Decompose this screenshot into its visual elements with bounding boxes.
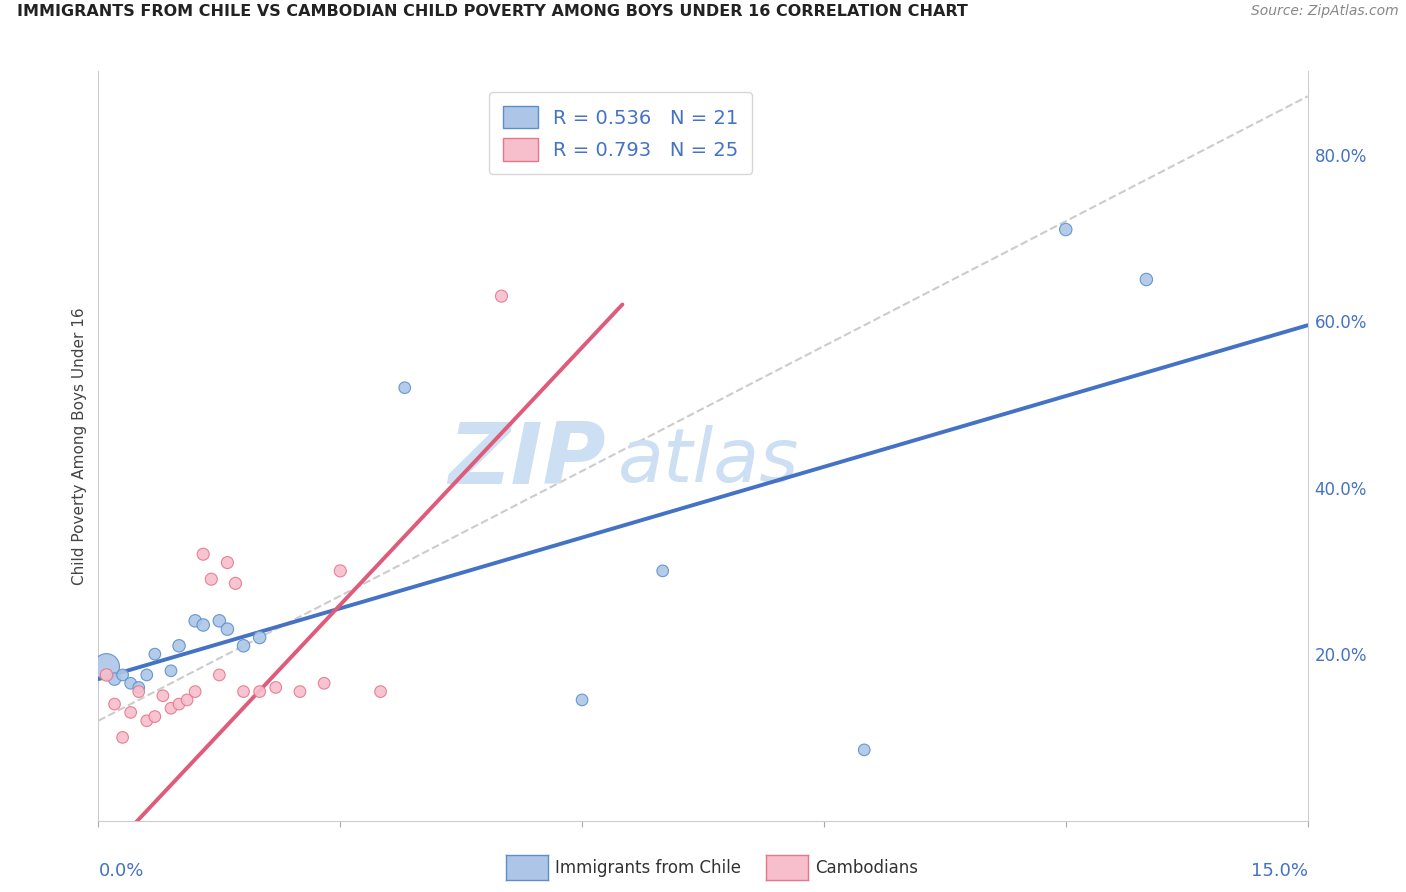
Text: IMMIGRANTS FROM CHILE VS CAMBODIAN CHILD POVERTY AMONG BOYS UNDER 16 CORRELATION: IMMIGRANTS FROM CHILE VS CAMBODIAN CHILD… <box>17 4 967 20</box>
Point <box>193 547 215 561</box>
Point <box>217 556 239 570</box>
Point <box>111 668 134 682</box>
Point <box>167 639 190 653</box>
Point <box>143 647 166 661</box>
Point <box>264 681 287 695</box>
Text: ZIP: ZIP <box>449 419 606 502</box>
Point <box>370 684 392 698</box>
Point <box>96 659 118 673</box>
Point <box>249 631 271 645</box>
Point <box>135 714 157 728</box>
Point <box>143 709 166 723</box>
Point <box>329 564 352 578</box>
Legend: R = 0.536   N = 21, R = 0.793   N = 25: R = 0.536 N = 21, R = 0.793 N = 25 <box>489 92 752 174</box>
Point <box>176 693 198 707</box>
Text: 15.0%: 15.0% <box>1250 862 1308 880</box>
Point <box>394 381 416 395</box>
Point <box>103 672 125 686</box>
Point <box>193 618 215 632</box>
Point <box>288 684 311 698</box>
Point <box>249 684 271 698</box>
Text: atlas: atlas <box>619 425 800 497</box>
Text: Cambodians: Cambodians <box>815 859 918 877</box>
Point <box>96 668 118 682</box>
Y-axis label: Child Poverty Among Boys Under 16: Child Poverty Among Boys Under 16 <box>72 307 87 585</box>
Point <box>1054 222 1077 236</box>
Point <box>217 622 239 636</box>
Point <box>111 731 134 745</box>
Point <box>491 289 513 303</box>
Point <box>120 676 142 690</box>
Point <box>208 668 231 682</box>
Point <box>571 693 593 707</box>
Point <box>208 614 231 628</box>
Point <box>167 697 190 711</box>
Point <box>128 681 150 695</box>
Point <box>160 701 183 715</box>
Point <box>160 664 183 678</box>
Point <box>120 706 142 720</box>
Point <box>103 697 125 711</box>
Text: 0.0%: 0.0% <box>98 862 143 880</box>
Text: Immigrants from Chile: Immigrants from Chile <box>555 859 741 877</box>
Point <box>128 684 150 698</box>
Point <box>651 564 673 578</box>
Point <box>232 639 254 653</box>
Point <box>184 614 207 628</box>
Point <box>1135 272 1157 286</box>
Point <box>135 668 157 682</box>
Point <box>314 676 336 690</box>
Point <box>184 684 207 698</box>
Point <box>853 743 876 757</box>
Point <box>224 576 246 591</box>
Text: Source: ZipAtlas.com: Source: ZipAtlas.com <box>1251 4 1399 19</box>
Point <box>232 684 254 698</box>
Point <box>200 572 222 586</box>
Point <box>152 689 174 703</box>
